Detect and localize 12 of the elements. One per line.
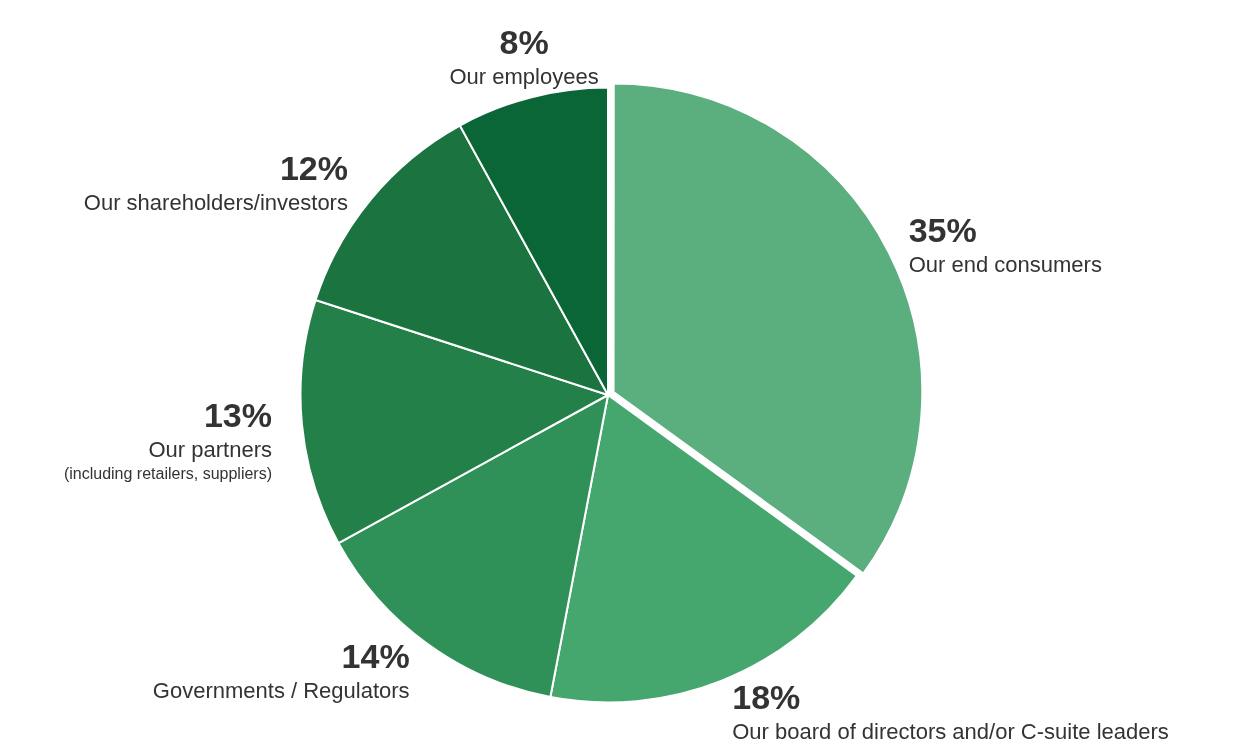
slice-label: Our employees — [449, 64, 599, 90]
data-label: 14% — [341, 637, 410, 676]
data-label: 13% — [203, 395, 272, 434]
slice-label: Governments / Regulators — [152, 678, 410, 704]
data-label: 8% — [499, 23, 549, 62]
slice-label: Our board of directors and/or C-suite leaders — [732, 718, 1169, 744]
data-label: 35% — [908, 210, 977, 249]
data-label: 12% — [279, 148, 348, 187]
slice-label: Our partners (including retailers, suppliers) — [63, 436, 272, 482]
slice-label: Our shareholders/investors — [83, 189, 348, 215]
slice-label: Our end consumers — [908, 251, 1102, 277]
data-label: 18% — [732, 677, 801, 716]
